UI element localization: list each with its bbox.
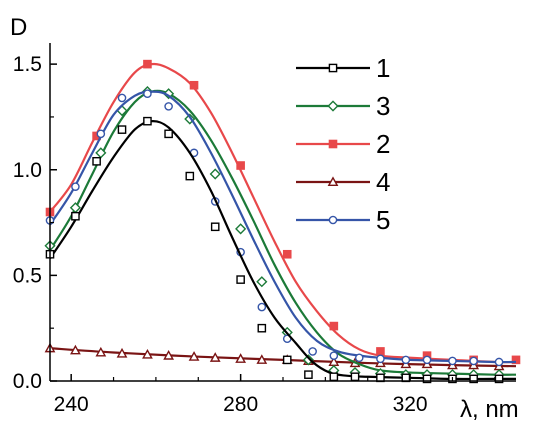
data-point-1: [92, 156, 101, 166]
series-line-1: [49, 120, 516, 381]
data-point-1: [494, 374, 504, 384]
data-point-5: [96, 129, 106, 139]
data-point-4: [142, 348, 153, 359]
series-line-5: [49, 90, 517, 364]
series-2: [45, 59, 521, 365]
data-point-1: [422, 374, 432, 384]
data-point-2: [511, 355, 521, 365]
data-point-5: [354, 353, 364, 363]
legend-marker: [328, 63, 338, 73]
legend-label: 3: [376, 91, 390, 121]
plot-clip-group: [44, 59, 521, 384]
data-point-4: [235, 353, 247, 363]
series-line-3: [49, 89, 517, 376]
data-point-3: [235, 223, 247, 235]
data-point-2: [189, 80, 199, 90]
data-point-1: [185, 171, 195, 181]
data-point-1: [71, 211, 80, 221]
data-point-4: [116, 347, 128, 358]
x-tick-label: 320: [393, 393, 428, 416]
data-point-4: [188, 351, 200, 361]
x-axis-title: λ, nm: [460, 396, 519, 423]
data-point-5: [257, 302, 267, 312]
series-5: [45, 89, 517, 367]
data-point-4: [70, 344, 81, 355]
data-point-2: [376, 347, 385, 356]
data-point-1: [469, 374, 478, 384]
data-point-1: [143, 116, 152, 126]
data-point-5: [448, 356, 457, 366]
x-tick-label: 280: [223, 393, 258, 416]
data-point-4: [209, 352, 221, 362]
legend-marker: [327, 176, 339, 187]
data-point-5: [117, 93, 127, 103]
data-point-1: [282, 355, 292, 365]
legend-item-5: 5: [296, 205, 390, 235]
data-point-3: [163, 88, 175, 100]
y-tick-label: 1.5: [13, 53, 42, 76]
data-point-5: [308, 347, 317, 356]
data-point-5: [422, 355, 432, 365]
data-point-2: [329, 321, 339, 331]
data-point-1: [117, 125, 127, 134]
data-point-5: [143, 89, 152, 98]
data-point-1: [304, 370, 313, 379]
series-line-2: [49, 62, 517, 364]
legend-marker: [328, 139, 338, 149]
x-tick-label: 240: [54, 393, 89, 416]
data-point-1: [210, 222, 220, 232]
data-point-3: [302, 354, 315, 366]
data-point-1: [236, 275, 245, 284]
data-point-1: [350, 372, 360, 382]
data-point-5: [376, 354, 385, 364]
legend-label: 2: [376, 129, 390, 159]
data-point-3: [256, 276, 268, 288]
y-tick-label: 1.0: [13, 159, 42, 182]
legend-item-3: 3: [296, 91, 390, 121]
legend-label: 4: [376, 167, 390, 197]
series-3: [44, 85, 517, 381]
data-point-5: [401, 355, 411, 365]
data-point-1: [329, 372, 339, 382]
legend-marker: [328, 215, 338, 225]
legend-label: 1: [376, 53, 390, 83]
data-point-4: [256, 354, 268, 364]
y-tick-label: 0.5: [13, 264, 42, 287]
data-point-2: [282, 249, 292, 259]
y-tick-label: 0.0: [13, 370, 42, 393]
data-point-3: [209, 168, 221, 180]
tick-layer: 240 280 320 0.0 0.5 1.0 1.5: [13, 53, 496, 416]
legend-item-4: 4: [296, 167, 390, 197]
series-4: [44, 342, 517, 371]
legend: 1 3 2 4 5: [296, 53, 390, 235]
y-axis-title: D: [10, 14, 27, 41]
legend-item-1: 1: [296, 53, 390, 83]
data-point-2: [143, 59, 152, 69]
legend-item-2: 2: [296, 129, 390, 159]
legend-marker: [327, 100, 339, 112]
data-point-4: [95, 346, 107, 357]
data-point-3: [69, 202, 82, 214]
data-point-5: [164, 102, 173, 111]
series-1: [45, 116, 516, 384]
data-point-1: [164, 129, 173, 139]
legend-label: 5: [376, 205, 390, 235]
data-point-2: [236, 161, 245, 170]
data-point-5: [329, 351, 339, 360]
data-point-4: [163, 350, 175, 360]
data-point-5: [469, 356, 478, 366]
data-point-5: [71, 182, 80, 191]
data-point-5: [494, 357, 504, 367]
data-point-1: [257, 323, 267, 333]
